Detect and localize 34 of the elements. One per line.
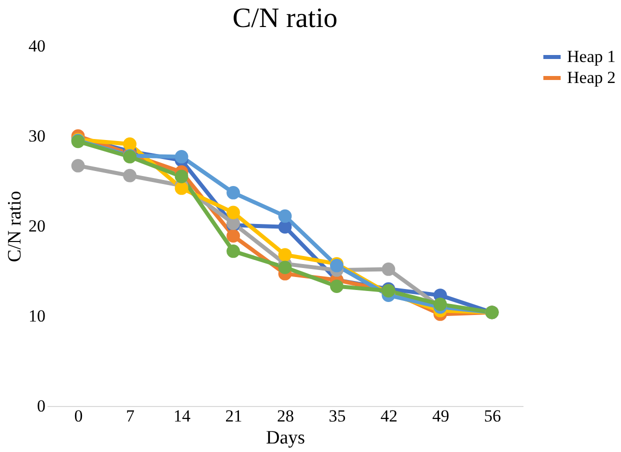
point xyxy=(174,182,188,195)
chart-title: C/N ratio xyxy=(232,3,338,34)
point xyxy=(434,298,447,311)
x-axis-title: Days xyxy=(266,428,306,448)
x-tick-label: 14 xyxy=(174,406,192,426)
x-tick-label: 35 xyxy=(328,406,346,426)
point xyxy=(123,137,136,151)
legend-label: Heap 1 xyxy=(567,47,616,66)
point xyxy=(226,229,240,243)
y-axis-title: C/N ratio xyxy=(4,190,26,262)
x-tick-label: 56 xyxy=(484,406,501,426)
point xyxy=(278,248,292,262)
point xyxy=(226,206,240,220)
x-tick-label: 42 xyxy=(380,406,398,426)
x-tick-label: 7 xyxy=(126,406,136,426)
point xyxy=(278,209,292,223)
y-tick-label: 30 xyxy=(28,126,46,146)
x-tick-label: 0 xyxy=(74,406,83,426)
point xyxy=(226,244,240,258)
point xyxy=(71,159,85,172)
y-tick-label: 40 xyxy=(28,36,46,56)
x-tick-label: 49 xyxy=(432,406,450,426)
point xyxy=(278,260,292,274)
x-tick-label: 28 xyxy=(277,406,294,426)
point xyxy=(123,168,136,182)
point xyxy=(174,150,188,164)
point xyxy=(330,280,344,293)
y-tick-label: 20 xyxy=(28,216,46,236)
point xyxy=(174,170,188,184)
y-tick-label: 10 xyxy=(28,306,46,326)
point xyxy=(226,186,240,200)
x-tick-label: 21 xyxy=(225,406,242,426)
point xyxy=(382,262,396,276)
legend-label: Heap 2 xyxy=(567,68,616,87)
